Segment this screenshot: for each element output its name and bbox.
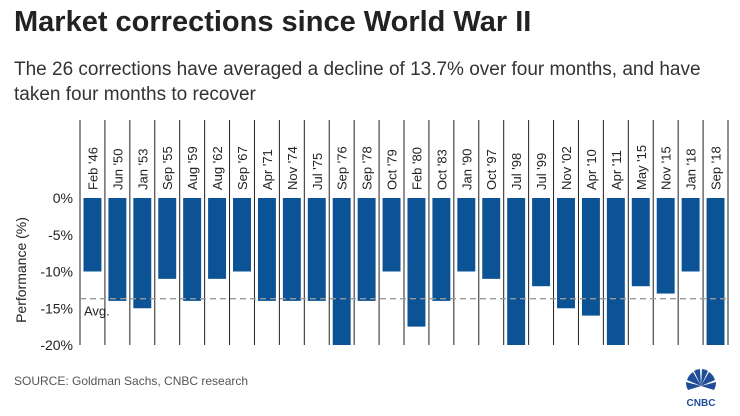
x-tick-label: Jul '98 — [509, 153, 524, 190]
bar — [332, 198, 351, 345]
x-tick-label: Sep '76 — [335, 146, 350, 190]
x-tick-label: Feb '80 — [409, 147, 424, 190]
bar — [606, 198, 625, 345]
cnbc-logo: CNBC — [685, 369, 717, 408]
bar — [432, 198, 451, 301]
x-tick-label: Jan '18 — [684, 148, 699, 190]
bar — [282, 198, 301, 301]
bar — [233, 198, 251, 272]
bar — [158, 198, 177, 279]
bar — [681, 198, 700, 272]
x-tick-label: Jan '90 — [459, 148, 474, 190]
y-axis-label: Performance (%) — [13, 217, 29, 323]
chart-title: Market corrections since World War II — [14, 6, 532, 38]
bar — [507, 198, 526, 345]
average-label: Avg. — [84, 304, 110, 319]
bar-chart: Performance (%) 0% -5% -10% -15% -20% Feb '4… — [13, 120, 729, 353]
chart-subtitle: The 26 corrections have averaged a decli… — [14, 59, 701, 105]
bar — [108, 198, 127, 301]
x-tick-label: Sep '18 — [709, 146, 724, 190]
logo-text: CNBC — [687, 398, 716, 408]
x-tick-label: Sep '67 — [235, 146, 250, 190]
bar — [706, 198, 725, 345]
bar — [581, 198, 600, 316]
y-tick-label: -20% — [40, 337, 73, 353]
x-tick-label: Jul '75 — [310, 153, 325, 190]
bar — [83, 198, 102, 272]
bar — [656, 198, 675, 294]
bar — [382, 198, 401, 272]
x-tick-label: Apr '10 — [584, 149, 599, 190]
bar — [357, 198, 376, 301]
bar — [133, 198, 152, 309]
bar — [257, 198, 276, 301]
bar — [208, 198, 227, 279]
bar — [183, 198, 202, 301]
x-tick-label: Nov '74 — [285, 146, 300, 190]
bar — [457, 198, 476, 272]
x-tick-label: Oct '97 — [484, 149, 499, 190]
source-note: SOURCE: Goldman Sachs, CNBC research — [14, 374, 249, 388]
bar — [307, 198, 326, 301]
x-tick-label: May '15 — [634, 145, 649, 190]
bar — [482, 198, 501, 279]
x-tick-label: Sep '55 — [160, 146, 175, 190]
x-tick-label: Nov '15 — [659, 146, 674, 190]
bar — [407, 198, 426, 327]
x-tick-label: Aug '62 — [210, 146, 225, 190]
x-tick-label: Jul '99 — [534, 153, 549, 190]
x-tick-label: Oct '83 — [434, 149, 449, 190]
y-tick-label: -5% — [48, 227, 73, 243]
x-tick-label: Nov '02 — [559, 146, 574, 190]
x-tick-label: Apr '11 — [609, 150, 624, 190]
x-tick-label: Sep '78 — [360, 146, 375, 190]
bar — [557, 198, 575, 309]
x-tick-label: Jan '53 — [135, 148, 150, 190]
x-tick-label: Aug '59 — [185, 146, 200, 190]
y-tick-label: 0% — [53, 190, 73, 206]
y-tick-label: -15% — [40, 300, 73, 316]
x-tick-label: Feb '46 — [85, 147, 100, 190]
bar — [532, 198, 551, 287]
x-tick-label: Jun '50 — [110, 148, 125, 190]
x-tick-label: Oct '79 — [385, 149, 400, 190]
x-tick-label: Apr '71 — [260, 149, 275, 190]
y-tick-label: -10% — [40, 264, 73, 280]
bar — [631, 198, 650, 287]
